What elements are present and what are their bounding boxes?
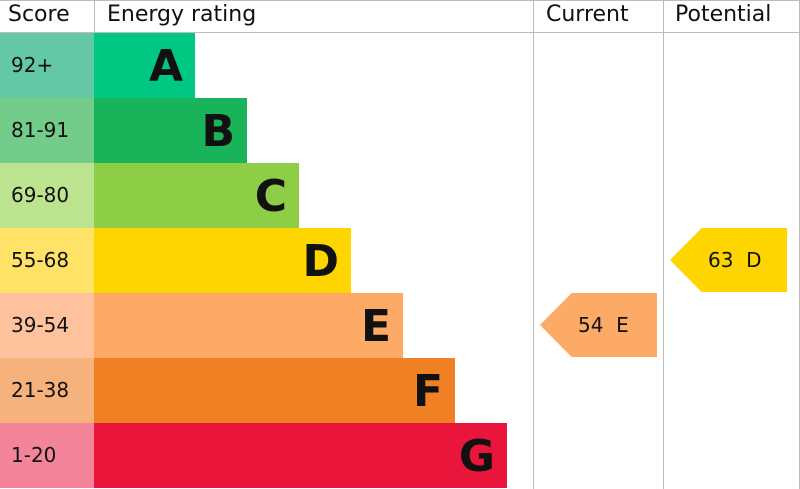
rating-letter: G xyxy=(458,431,495,482)
score-range-c: 69-80 xyxy=(0,163,94,228)
grid-line xyxy=(0,32,800,33)
header-energy-rating: Energy rating xyxy=(107,2,257,27)
score-range-a: 92+ xyxy=(0,33,94,98)
grid-line xyxy=(0,0,800,1)
rating-letter: E xyxy=(360,301,391,352)
score-range-b: 81-91 xyxy=(0,98,94,163)
rating-letter: A xyxy=(148,41,183,92)
rating-letter: F xyxy=(412,366,443,417)
header-score: Score xyxy=(8,2,70,27)
grid-line xyxy=(663,0,664,489)
rating-letter: D xyxy=(302,236,339,287)
rating-bar-c: C xyxy=(94,163,299,228)
potential-rating-arrow: 63 D xyxy=(670,228,787,292)
current-rating-arrow: 54 E xyxy=(540,293,657,357)
rating-bar-a: A xyxy=(94,33,195,98)
rating-bar-f: F xyxy=(94,358,455,423)
header-current: Current xyxy=(546,2,629,27)
header-potential: Potential xyxy=(675,2,772,27)
rating-bar-d: D xyxy=(94,228,351,293)
rating-letter: C xyxy=(254,171,287,222)
grid-line xyxy=(94,0,95,32)
score-range-g: 1-20 xyxy=(0,423,94,488)
score-range-f: 21-38 xyxy=(0,358,94,423)
score-range-d: 55-68 xyxy=(0,228,94,293)
grid-line xyxy=(533,0,534,489)
rating-bar-e: E xyxy=(94,293,403,358)
rating-bar-g: G xyxy=(94,423,507,488)
rating-letter: B xyxy=(201,106,235,157)
score-range-e: 39-54 xyxy=(0,293,94,358)
rating-bar-b: B xyxy=(94,98,247,163)
